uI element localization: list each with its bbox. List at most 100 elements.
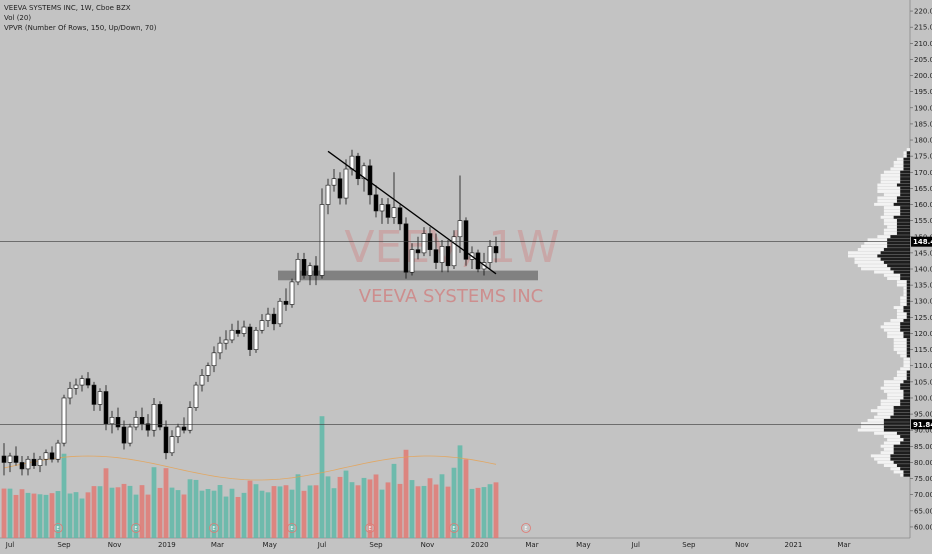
vpvr-bar-down <box>903 164 910 168</box>
candle-body <box>25 458 31 470</box>
earnings-event-2: E <box>209 523 219 533</box>
legend-vpvr-line: VPVR (Number Of Rows, 150, Up/Down, 70) <box>4 24 157 32</box>
vpvr-bar-up <box>883 212 901 216</box>
candle-body <box>343 168 349 199</box>
vpvr-bar-up <box>880 177 901 181</box>
vpvr-bar-down <box>887 241 910 245</box>
vpvr-bar-up <box>900 302 907 306</box>
candle-29 <box>175 423 181 444</box>
volume-bar-7 <box>43 494 49 538</box>
volume-bar-18 <box>109 487 115 538</box>
vpvr-bar-up <box>893 344 907 348</box>
y-tick-label: 215.00 <box>914 24 932 32</box>
vpvr-bar-up <box>877 186 901 190</box>
y-tick-label: 200.00 <box>914 72 932 80</box>
candle-body <box>97 391 103 405</box>
candle-8 <box>49 446 55 463</box>
vpvr-bar-up <box>854 257 881 261</box>
volume-bar-57 <box>343 470 349 538</box>
candle-body <box>43 452 49 460</box>
volume-bar-52 <box>313 485 319 538</box>
earnings-marker-label: E <box>212 526 215 532</box>
volume-bar-58 <box>349 482 355 538</box>
candle-7 <box>43 449 49 466</box>
vpvr-bar-up <box>857 428 884 432</box>
candle-50 <box>301 252 307 279</box>
candle-72 <box>433 233 439 269</box>
x-tick-label: Mar <box>837 541 850 549</box>
x-tick-label: May <box>576 541 590 549</box>
y-tick-label: 120.00 <box>914 330 932 338</box>
earnings-marker-label: E <box>134 526 137 532</box>
volume-bar-61 <box>367 479 373 538</box>
vpvr-bar-up <box>887 438 904 442</box>
candle-body <box>55 442 61 460</box>
candle-body <box>127 426 133 444</box>
candle-body <box>331 178 337 186</box>
vpvr-bar-down <box>900 386 910 390</box>
vpvr-bar-up <box>893 160 904 164</box>
y-tick-label: 175.00 <box>914 153 932 161</box>
vpvr-bar-down <box>906 338 910 342</box>
vpvr-bar-up <box>896 373 907 377</box>
candle-body <box>187 407 193 431</box>
volume-bar-25 <box>151 467 157 538</box>
vpvr-bar-up <box>883 219 897 222</box>
candle-19 <box>115 407 121 431</box>
vpvr-bar-up <box>877 460 894 464</box>
price-tag-1: 91.84 <box>911 419 932 430</box>
vpvr-bar-up <box>864 241 888 245</box>
vpvr-bar-down <box>906 344 910 348</box>
candle-21 <box>127 423 133 447</box>
vpvr-bar-down <box>896 228 910 232</box>
volume-bar-65 <box>391 463 397 538</box>
y-tick-label: 65.00 <box>914 507 932 515</box>
earnings-marker <box>53 523 63 533</box>
candle-body <box>337 178 343 199</box>
vpvr-bar-down <box>900 212 910 216</box>
vpvr-bar-down <box>900 186 910 190</box>
vpvr-bar-up <box>880 444 894 448</box>
volume-bar-3 <box>19 489 25 538</box>
x-tick-label: Nov <box>421 541 435 549</box>
earnings-marker-label: E <box>368 526 371 532</box>
volume-bar-16 <box>97 486 103 538</box>
candle-body <box>181 426 187 431</box>
vpvr-bar-down <box>903 393 910 397</box>
volume-bar-30 <box>181 494 187 538</box>
vpvr-bar-up <box>883 447 894 451</box>
y-tick-label: 160.00 <box>914 201 932 209</box>
vpvr-bar-down <box>896 219 910 222</box>
candle-body <box>373 194 379 212</box>
volume-bar-41 <box>247 480 253 538</box>
vpvr-bar-up <box>861 244 888 248</box>
candle-body <box>79 378 85 386</box>
candle-57 <box>343 159 349 205</box>
candle-body <box>229 329 235 341</box>
vpvr-bar-up <box>848 254 878 258</box>
candle-body <box>271 313 277 325</box>
volume-bar-82 <box>493 482 499 538</box>
candle-body <box>37 458 43 466</box>
vpvr-bar-up <box>857 248 884 251</box>
y-tick-label: 190.00 <box>914 104 932 112</box>
candle-4 <box>25 456 31 476</box>
vpvr-bar-up <box>880 402 901 406</box>
earnings-marker <box>131 523 141 533</box>
candle-53 <box>319 188 325 279</box>
volume-bar-51 <box>307 485 313 538</box>
vpvr-bar-up <box>877 196 897 200</box>
candle-46 <box>277 298 283 328</box>
vpvr-bar-down <box>906 315 910 319</box>
vpvr-bar-up <box>883 209 901 213</box>
vpvr-bar-up <box>893 470 904 474</box>
vpvr-bar-up <box>900 473 904 477</box>
vpvr-bar-down <box>903 396 910 400</box>
vpvr-bar-down <box>900 193 910 197</box>
candle-76 <box>457 175 463 253</box>
vpvr-bar-up <box>893 164 904 168</box>
vpvr-bar-down <box>906 289 910 293</box>
volume-bar-50 <box>301 490 307 538</box>
